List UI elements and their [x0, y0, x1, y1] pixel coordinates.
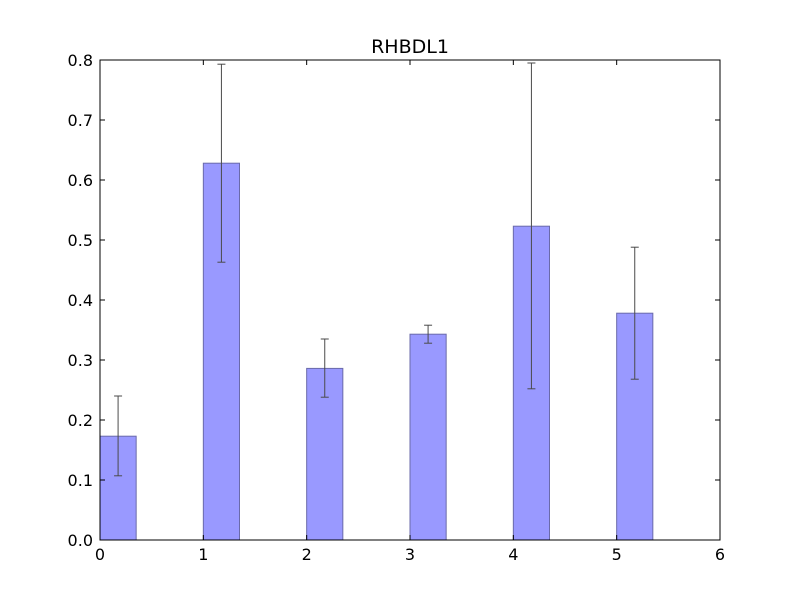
y-tick-label: 0.5: [68, 231, 93, 250]
x-tick-label: 3: [405, 545, 415, 564]
y-axis: 0.0 0.1 0.2 0.3 0.4 0.5 0.6 0.7 0.8: [68, 51, 720, 550]
error-bar: [320, 338, 329, 398]
bar: [409, 333, 447, 541]
x-tick-label: 4: [508, 545, 518, 564]
y-tick-label: 0.4: [68, 291, 93, 310]
y-tick-label: 0.7: [68, 111, 93, 130]
y-tick-label: 0.8: [68, 51, 93, 70]
error-bar: [114, 395, 123, 477]
error-bar: [527, 62, 536, 390]
error-bar: [217, 63, 226, 263]
y-tick-label: 0.3: [68, 351, 93, 370]
x-tick-label: 0: [95, 545, 105, 564]
error-bar: [630, 246, 639, 380]
y-tick-label: 0.6: [68, 171, 93, 190]
y-tick-label: 0.2: [68, 411, 93, 430]
x-tick-label: 2: [302, 545, 312, 564]
x-tick-label: 5: [612, 545, 622, 564]
error-bars-layer: [114, 62, 639, 477]
error-bar: [424, 324, 433, 344]
x-tick-label: 6: [715, 545, 725, 564]
x-axis: 0 1 2 3 4 5 6: [95, 60, 725, 564]
bars-layer: [99, 162, 654, 541]
y-tick-label: 0.0: [68, 531, 93, 550]
x-tick-label: 1: [198, 545, 208, 564]
chart-title: RHBDL1: [371, 36, 449, 58]
y-tick-label: 0.1: [68, 471, 93, 490]
